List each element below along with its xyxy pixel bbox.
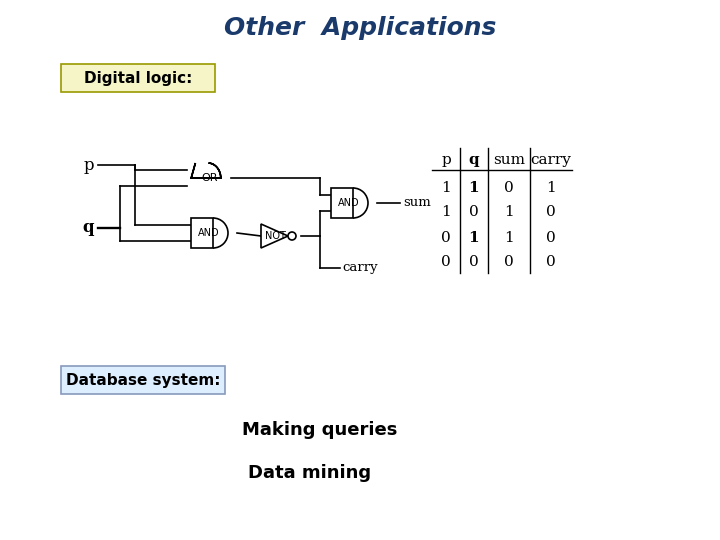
Text: Digital logic:: Digital logic: bbox=[84, 71, 192, 85]
Circle shape bbox=[288, 232, 296, 240]
Text: 0: 0 bbox=[441, 255, 451, 269]
Text: 0: 0 bbox=[441, 231, 451, 245]
Text: q: q bbox=[469, 153, 480, 167]
Text: Database system:: Database system: bbox=[66, 373, 220, 388]
FancyBboxPatch shape bbox=[61, 64, 215, 92]
Text: 1: 1 bbox=[546, 180, 556, 194]
Text: Data mining: Data mining bbox=[248, 464, 372, 482]
FancyBboxPatch shape bbox=[61, 366, 225, 394]
Text: carry: carry bbox=[531, 153, 572, 167]
Text: 0: 0 bbox=[504, 255, 514, 269]
Text: q: q bbox=[83, 219, 94, 237]
Text: 1: 1 bbox=[441, 206, 451, 219]
Text: p: p bbox=[441, 153, 451, 167]
Text: 1: 1 bbox=[504, 231, 514, 245]
Text: AND: AND bbox=[338, 198, 360, 208]
Text: Other  Applications: Other Applications bbox=[224, 16, 496, 40]
Text: 0: 0 bbox=[469, 255, 479, 269]
Text: 1: 1 bbox=[441, 180, 451, 194]
Text: 0: 0 bbox=[546, 206, 556, 219]
Text: AND: AND bbox=[198, 228, 220, 238]
Text: 0: 0 bbox=[546, 231, 556, 245]
Polygon shape bbox=[261, 224, 288, 248]
Text: 0: 0 bbox=[469, 206, 479, 219]
Polygon shape bbox=[191, 218, 213, 248]
Text: 1: 1 bbox=[504, 206, 514, 219]
Polygon shape bbox=[331, 188, 353, 218]
Text: p: p bbox=[84, 157, 94, 173]
Text: carry: carry bbox=[342, 261, 377, 274]
Text: Making queries: Making queries bbox=[243, 421, 397, 439]
Text: 1: 1 bbox=[469, 180, 480, 194]
Polygon shape bbox=[192, 163, 221, 178]
Text: 0: 0 bbox=[504, 180, 514, 194]
Text: sum: sum bbox=[493, 153, 525, 167]
Text: 0: 0 bbox=[546, 255, 556, 269]
Text: sum: sum bbox=[403, 197, 431, 210]
Text: NOT: NOT bbox=[264, 231, 285, 241]
Text: 1: 1 bbox=[469, 231, 480, 245]
Text: OR: OR bbox=[202, 173, 218, 183]
